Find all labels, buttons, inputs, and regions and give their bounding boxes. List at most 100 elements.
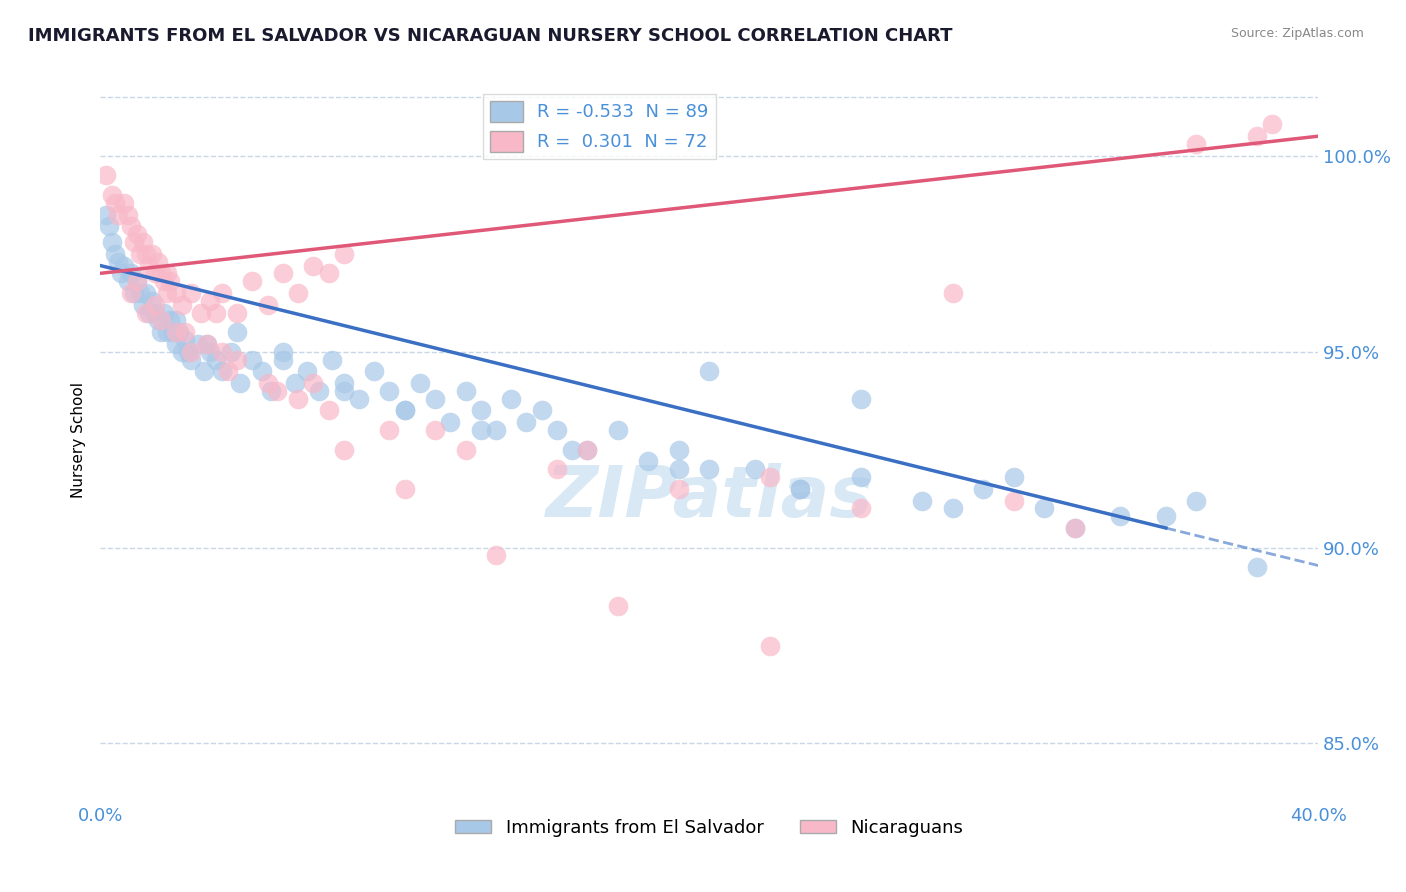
Point (132, 298, 155, 312)
Point (96, 169, 118, 183)
Point (98, 219, 121, 234)
Point (229, 376, 252, 390)
Point (195, 336, 218, 351)
Point (347, 392, 370, 406)
Point (180, 285, 202, 300)
Point (165, 336, 187, 351)
Point (226, 325, 249, 339)
Point (211, 364, 233, 378)
Point (394, 403, 416, 417)
Point (287, 392, 309, 406)
Point (271, 344, 294, 359)
Point (287, 285, 309, 300)
Point (394, 403, 416, 417)
Point (409, 376, 432, 390)
Point (198, 344, 221, 359)
Point (242, 352, 264, 367)
Point (744, 462, 766, 476)
Point (271, 352, 294, 367)
Point (135, 305, 157, 319)
Point (789, 482, 811, 496)
Point (295, 364, 318, 378)
Point (211, 344, 233, 359)
Point (104, 246, 127, 260)
Point (198, 293, 221, 308)
Point (174, 333, 197, 347)
Point (284, 376, 307, 390)
Point (122, 285, 145, 300)
Point (135, 285, 157, 300)
Point (150, 313, 173, 327)
Point (104, 195, 127, 210)
Point (162, 325, 184, 339)
Point (530, 403, 553, 417)
Point (193, 364, 215, 378)
Point (125, 227, 148, 242)
Point (205, 352, 228, 367)
Point (1261, 118, 1284, 132)
Point (256, 298, 278, 312)
Point (120, 266, 142, 280)
Point (165, 285, 187, 300)
Point (332, 442, 354, 457)
Point (439, 415, 461, 429)
Point (332, 376, 354, 390)
Point (153, 274, 176, 288)
Point (114, 195, 136, 210)
Point (141, 293, 163, 308)
Point (190, 305, 212, 319)
Point (153, 305, 176, 319)
Point (96, 208, 118, 222)
Point (378, 423, 401, 437)
Point (1185, 136, 1208, 151)
Point (423, 392, 446, 406)
Point (851, 470, 873, 484)
Point (177, 344, 200, 359)
Point (174, 325, 197, 339)
Point (138, 305, 160, 319)
Point (1109, 509, 1132, 524)
Point (250, 364, 273, 378)
Point (271, 266, 294, 280)
Point (470, 403, 492, 417)
Point (1246, 129, 1268, 144)
Point (125, 274, 148, 288)
Point (485, 423, 508, 437)
Point (1246, 560, 1268, 574)
Point (150, 266, 173, 280)
Point (851, 501, 873, 516)
Point (546, 462, 568, 476)
Point (172, 298, 194, 312)
Point (637, 454, 659, 468)
Point (668, 442, 690, 457)
Point (697, 364, 720, 378)
Point (501, 392, 523, 406)
Point (122, 235, 145, 249)
Point (942, 285, 965, 300)
Point (576, 442, 599, 457)
Legend: Immigrants from El Salvador, Nicaraguans: Immigrants from El Salvador, Nicaraguans (449, 812, 970, 844)
Point (470, 423, 492, 437)
Point (394, 482, 416, 496)
Point (217, 364, 239, 378)
Point (120, 219, 142, 234)
Point (454, 442, 477, 457)
Point (226, 352, 249, 367)
Point (668, 482, 690, 496)
Point (266, 384, 288, 398)
Point (1063, 521, 1085, 535)
Point (143, 305, 166, 319)
Point (146, 254, 169, 268)
Point (1002, 470, 1025, 484)
Point (302, 376, 325, 390)
Point (242, 274, 264, 288)
Point (114, 259, 136, 273)
Point (143, 266, 166, 280)
Point (219, 344, 242, 359)
Point (1002, 493, 1025, 508)
Point (156, 266, 179, 280)
Point (302, 259, 325, 273)
Point (1033, 501, 1056, 516)
Point (308, 384, 330, 398)
Point (120, 285, 142, 300)
